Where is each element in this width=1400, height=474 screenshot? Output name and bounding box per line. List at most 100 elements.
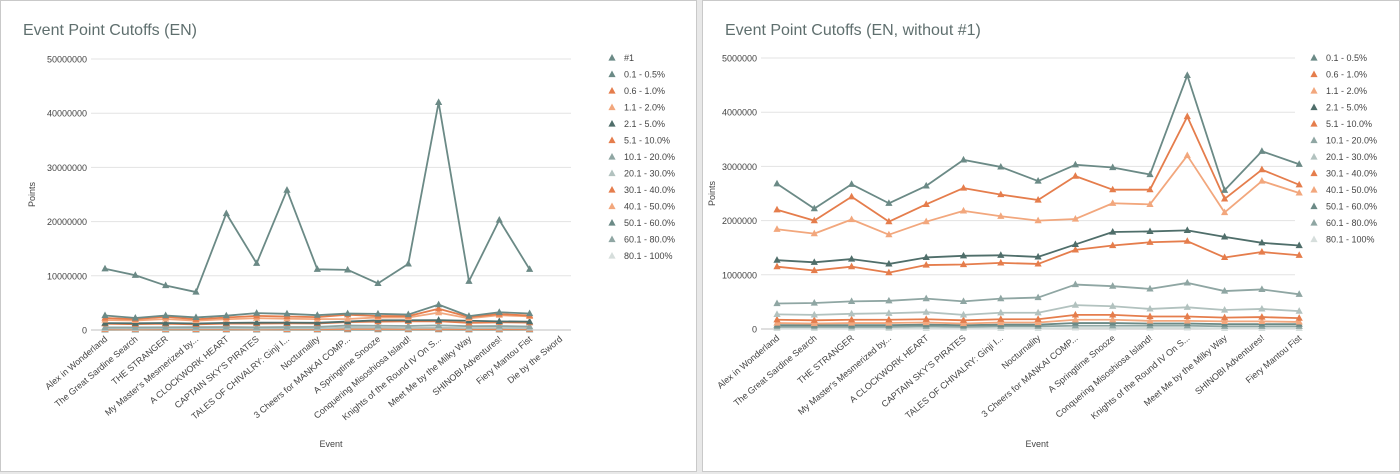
y-tick-label: 50000000 (47, 55, 87, 65)
data-point (997, 251, 1005, 258)
legend-marker (1310, 186, 1318, 193)
data-point (1071, 160, 1079, 168)
data-point (848, 309, 856, 317)
data-point (1295, 290, 1303, 297)
data-point (885, 230, 893, 238)
y-tick-label: 30000000 (47, 163, 87, 173)
legend-label: 50.1 - 60.0% (624, 218, 675, 228)
chart-title-left: Event Point Cutoffs (EN) (23, 22, 197, 39)
y-axis-title: Points (27, 181, 37, 207)
data-point (495, 308, 503, 315)
legend-marker (1310, 153, 1318, 160)
data-point (222, 209, 230, 217)
chart-panel-left: Event Point Cutoffs (EN) 0 10000000 200000… (0, 0, 697, 472)
legend-marker (608, 219, 616, 226)
legend-label: 2.1 - 5.0% (624, 119, 665, 129)
data-point (773, 256, 781, 263)
data-point (1034, 259, 1042, 267)
data-point (1146, 316, 1154, 324)
data-point (101, 264, 109, 272)
legend-marker (608, 252, 616, 259)
data-point (959, 184, 968, 191)
line-chart-left: 0 10000000 20000000 30000000 40000000 5000000… (27, 53, 675, 449)
legend-marker (608, 153, 616, 160)
data-point (495, 215, 503, 223)
legend-marker (608, 120, 616, 127)
legend-label: 30.1 - 40.0% (1326, 169, 1377, 179)
data-point (773, 299, 781, 307)
data-point (922, 217, 930, 225)
data-point (1034, 308, 1042, 316)
data-point (1109, 185, 1117, 193)
data-point (465, 312, 473, 319)
data-point (810, 310, 818, 318)
data-point (1071, 172, 1079, 179)
data-point (997, 190, 1005, 198)
data-point (885, 199, 893, 206)
legend-label: 1.1 - 2.0% (624, 103, 665, 113)
data-point (810, 258, 818, 265)
data-point (162, 323, 170, 330)
legend-label: 10.1 - 20.0% (1326, 136, 1377, 146)
data-point (1109, 227, 1117, 235)
data-point (848, 180, 856, 187)
data-point (1221, 232, 1229, 240)
data-point (253, 259, 261, 266)
data-point (222, 318, 230, 326)
legend-label: 5.1 - 10.0% (1326, 119, 1372, 129)
data-point (1295, 188, 1303, 196)
data-point (1109, 310, 1117, 318)
data-point (526, 265, 534, 272)
legend-marker (1310, 235, 1318, 243)
data-point (1071, 280, 1079, 288)
x-tick-label: Alex in Wonderland (715, 333, 781, 391)
data-point (313, 311, 321, 318)
legend-label: 2.1 - 5.0% (1326, 103, 1367, 113)
data-point (1109, 302, 1117, 309)
legend-label: 0.6 - 1.0% (1326, 70, 1367, 80)
legend-marker (1310, 70, 1318, 78)
legend-label: 5.1 - 10.0% (624, 136, 670, 146)
data-point (810, 266, 818, 274)
data-point (1295, 160, 1303, 167)
legend-label: 0.6 - 1.0% (624, 86, 665, 96)
data-point (922, 200, 930, 207)
data-point (526, 309, 534, 317)
data-point (1034, 177, 1042, 184)
data-point (848, 262, 856, 270)
data-point (374, 321, 382, 329)
data-point (101, 311, 109, 319)
data-point (773, 179, 781, 187)
data-point (1183, 151, 1191, 159)
data-point (1109, 241, 1117, 249)
data-point (885, 268, 893, 276)
chart-panel-right: Event Point Cutoffs (EN, without #1) 0 10… (702, 0, 1400, 472)
legend-marker (608, 70, 616, 78)
data-point (435, 316, 443, 323)
data-point (1258, 165, 1266, 173)
legend-label: 10.1 - 20.0% (624, 152, 675, 162)
data-point (1295, 241, 1303, 249)
data-point (848, 255, 856, 262)
legend-label: 80.1 - 100% (1326, 235, 1375, 245)
chart-title-right: Event Point Cutoffs (EN, without #1) (725, 22, 981, 39)
y-tick-label: 5000000 (722, 54, 757, 64)
legend-label: 40.1 - 50.0% (1326, 185, 1377, 195)
data-point (1071, 310, 1079, 318)
data-point (810, 316, 818, 323)
legend-marker (1310, 120, 1318, 127)
legend-label: 0.1 - 0.5% (624, 70, 665, 80)
data-point (344, 309, 352, 317)
data-point (1109, 199, 1117, 206)
data-point (253, 309, 261, 316)
legend-marker (1310, 219, 1318, 226)
data-point (959, 297, 968, 304)
data-point (773, 262, 781, 270)
data-point (526, 322, 534, 330)
legend-label: 60.1 - 80.0% (624, 235, 675, 245)
data-point (997, 308, 1005, 316)
data-point (922, 315, 930, 322)
data-point (344, 314, 352, 322)
data-point (997, 315, 1005, 322)
data-point (1258, 147, 1266, 154)
